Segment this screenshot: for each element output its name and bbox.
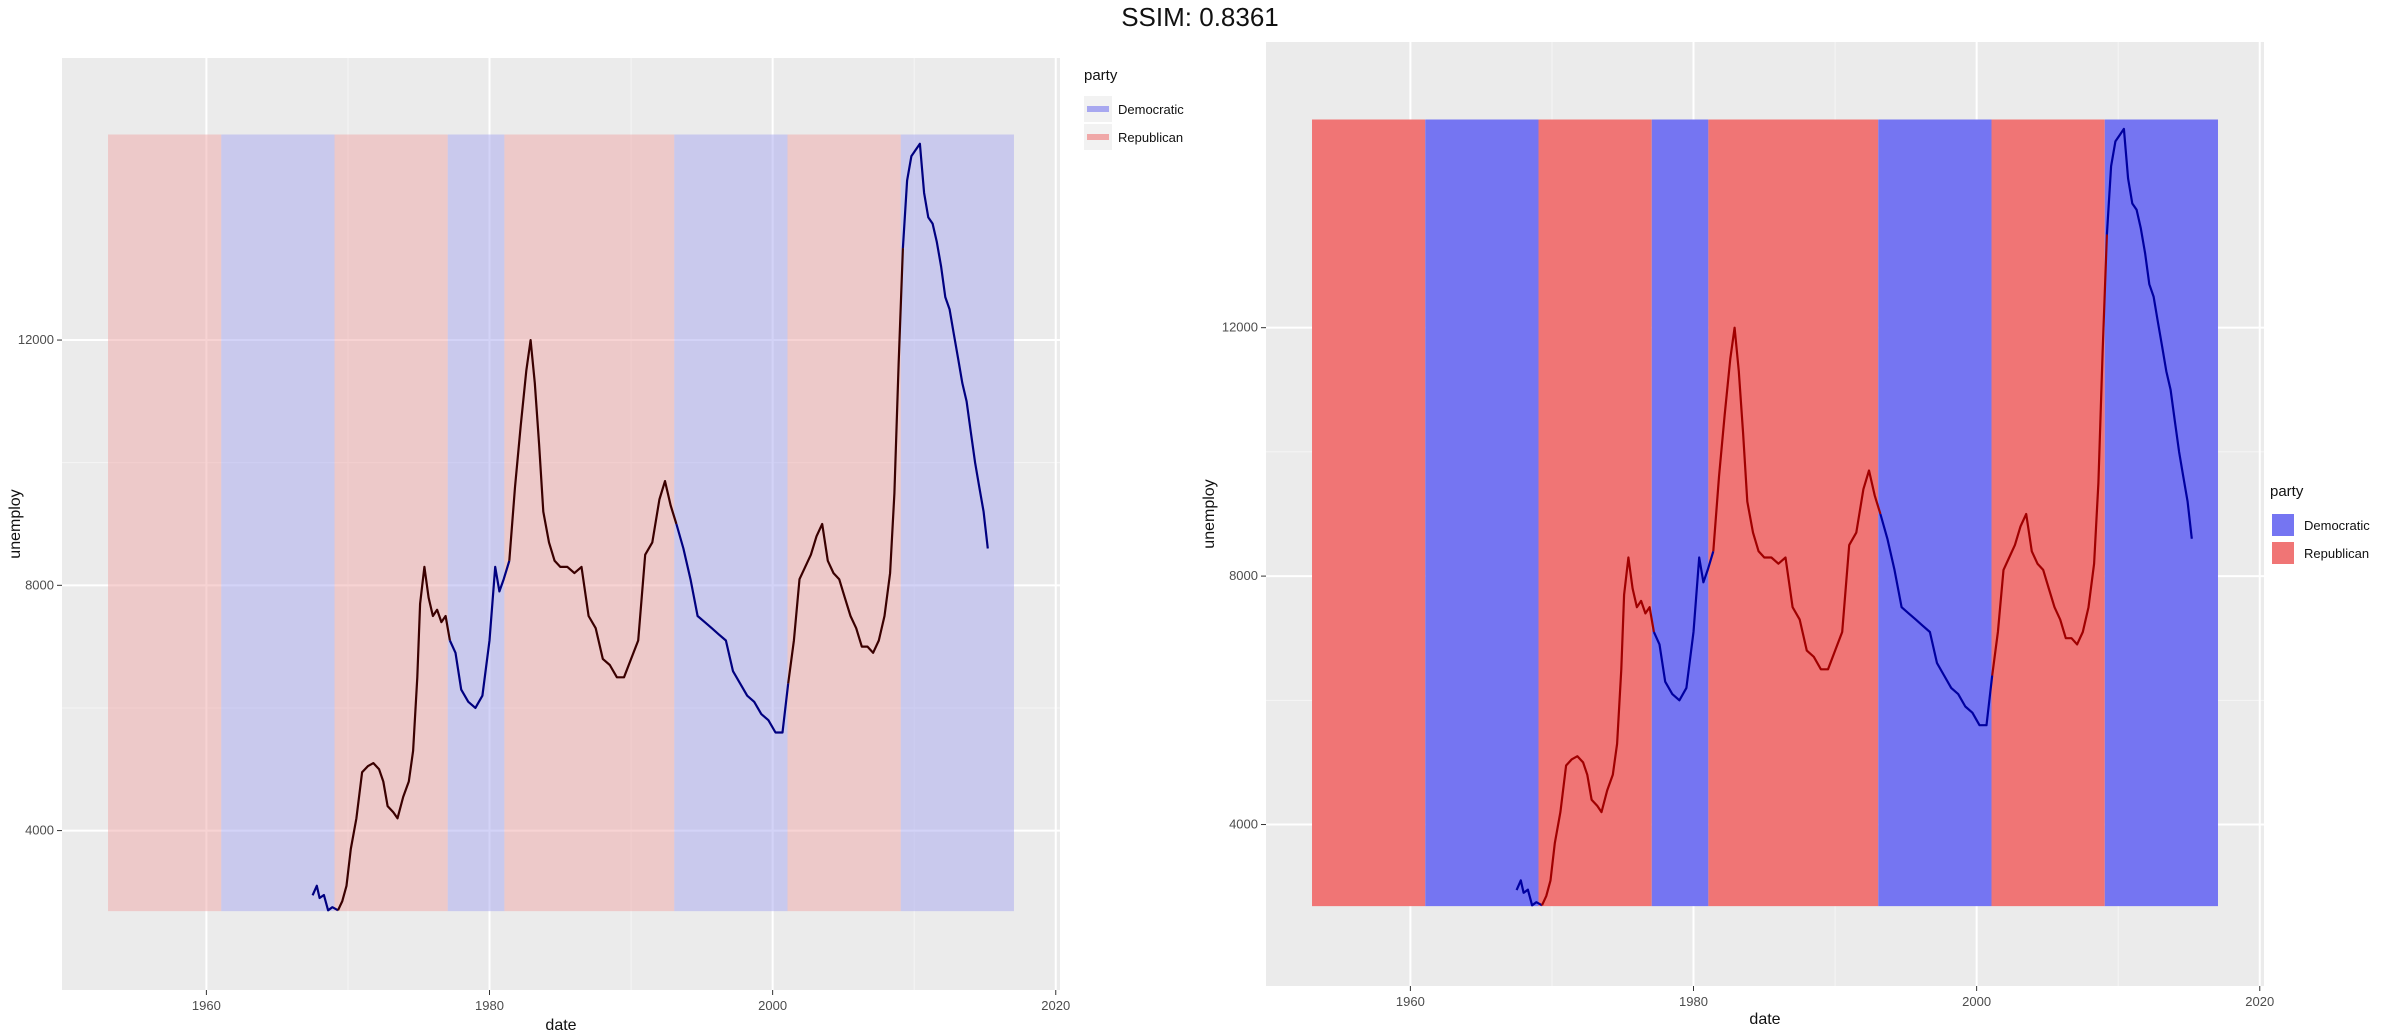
- y-tick-label-12000: 12000: [18, 332, 54, 347]
- band-democratic-5: [674, 134, 788, 912]
- y-tick-label-8000: 8000: [1229, 568, 1258, 583]
- unemploy-line: [1515, 127, 2193, 907]
- y-tick-label-4000: 4000: [1229, 817, 1258, 832]
- x-tick-label-1980: 1980: [475, 998, 504, 1013]
- x-tick-label-2000: 2000: [758, 998, 787, 1013]
- unemploy-line-segment-republican: [787, 248, 904, 684]
- x-tick-label-2000: 2000: [1962, 994, 1991, 1009]
- x-tick-label-2020: 2020: [1041, 998, 1070, 1013]
- legend-title: party: [1084, 67, 1118, 84]
- band-republican-0: [1312, 119, 1426, 907]
- band-democratic-3: [1651, 119, 1709, 907]
- unemploy-line-segment-democratic: [448, 560, 511, 710]
- y-tick-label-8000: 8000: [25, 577, 54, 592]
- band-democratic-1: [221, 134, 335, 912]
- band-republican-2: [1538, 119, 1652, 907]
- band-democratic-7: [900, 134, 1014, 912]
- y-axis-title: unemploy: [1201, 479, 1218, 548]
- unemploy-line-segment-democratic: [2105, 127, 2193, 539]
- y-tick-label-12000: 12000: [1222, 320, 1258, 335]
- unemploy-line-segment-republican: [337, 565, 451, 911]
- axes: 1960 1980 2000 2020 4000 8000 12000 date unemplo…: [1201, 320, 2274, 1028]
- y-tick-label-4000: 4000: [25, 823, 54, 838]
- unemploy-line-segment-democratic: [1515, 879, 1543, 907]
- unemploy-line-segment-republican: [508, 339, 678, 679]
- unemploy-line-segment-democratic: [1652, 550, 1715, 702]
- band-democratic-5: [1878, 119, 1992, 907]
- chart-panel-left: 1960 1980 2000 2020 4000 8000 12000 date unemplo…: [7, 58, 1184, 1034]
- figure-title: SSIM: 0.8361: [1121, 2, 1279, 32]
- band-democratic-7: [2104, 119, 2218, 907]
- unemploy-line-segment-democratic: [311, 884, 339, 912]
- chart-panel-right: 1960 1980 2000 2020 4000 8000 12000 date unemplo…: [1201, 42, 2370, 1028]
- unemploy-line-segment-republican: [1991, 234, 2108, 676]
- legend-title: party: [2270, 483, 2304, 500]
- legend-key-democratic: [2272, 514, 2294, 536]
- legend-label-republican: Republican: [2304, 546, 2369, 561]
- y-axis-title: unemploy: [7, 489, 24, 558]
- x-tick-label-1980: 1980: [1679, 994, 1708, 1009]
- unemploy-line-segment-republican: [1540, 556, 1655, 906]
- band-democratic-1: [1425, 119, 1539, 907]
- band-republican-6: [787, 134, 901, 912]
- band-republican-6: [1991, 119, 2105, 907]
- legend: party Democratic Republican: [2270, 483, 2370, 564]
- presidency-bands: [1312, 119, 2218, 907]
- x-axis-title: date: [545, 1017, 576, 1034]
- band-republican-0: [108, 134, 222, 912]
- x-tick-label-1960: 1960: [1396, 994, 1425, 1009]
- band-republican-2: [334, 134, 448, 912]
- band-republican-4: [1708, 119, 1879, 907]
- legend-label-democratic: Democratic: [2304, 518, 2370, 533]
- unemploy-line-segment-republican: [1712, 326, 1882, 671]
- legend-label-republican: Republican: [1118, 130, 1183, 145]
- x-tick-label-1960: 1960: [192, 998, 221, 1013]
- band-republican-4: [504, 134, 675, 912]
- x-axis-title: date: [1749, 1011, 1780, 1028]
- unemploy-line-segment-democratic: [675, 523, 790, 734]
- band-democratic-3: [447, 134, 505, 912]
- legend-key-republican: [2272, 542, 2294, 564]
- axes: 1960 1980 2000 2020 4000 8000 12000 date unemplo…: [7, 332, 1070, 1034]
- x-tick-label-2020: 2020: [2245, 994, 2274, 1009]
- legend-label-democratic: Democratic: [1118, 102, 1184, 117]
- unemploy-line: [311, 142, 989, 912]
- unemploy-line-segment-democratic: [1879, 513, 1994, 727]
- unemploy-line-segment-democratic: [901, 142, 989, 549]
- presidency-bands: [108, 134, 1014, 912]
- legend: party Democratic Republican: [1084, 67, 1184, 150]
